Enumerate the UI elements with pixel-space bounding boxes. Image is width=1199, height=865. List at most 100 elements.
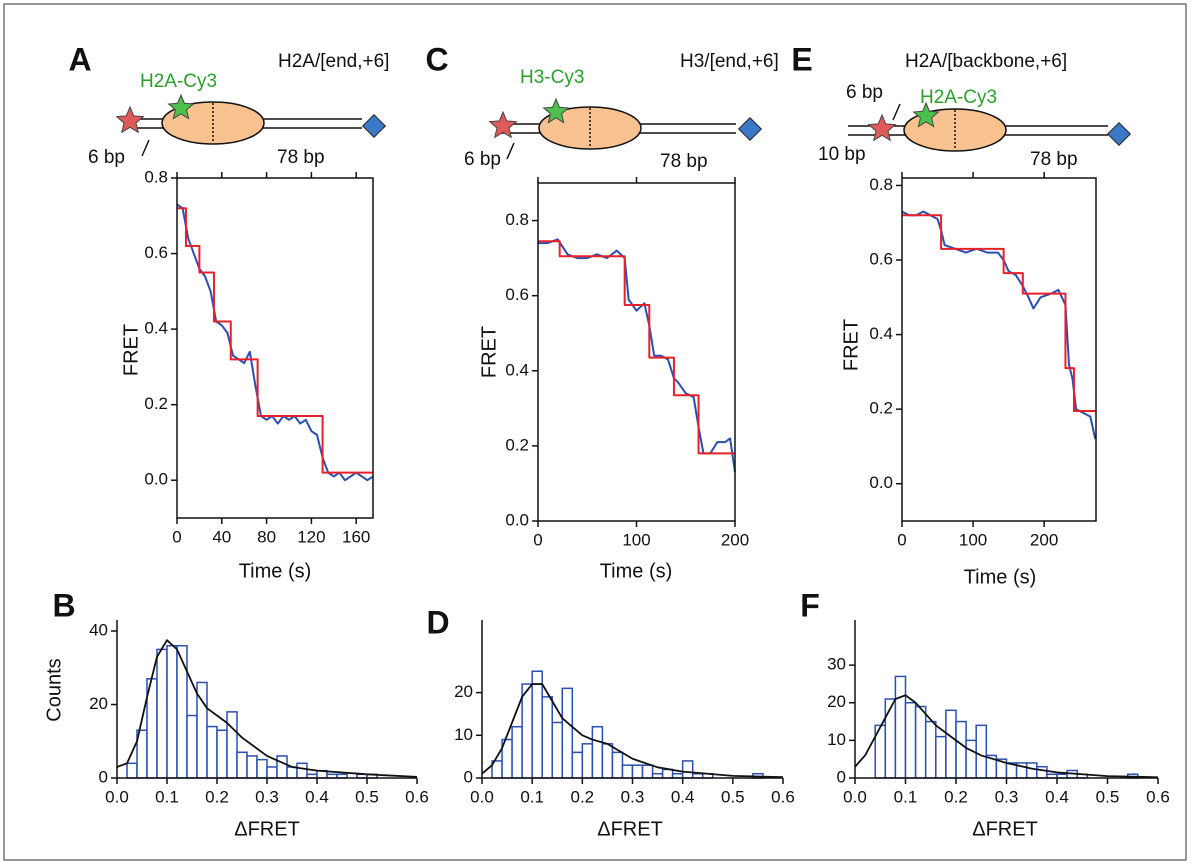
trace: [902, 214, 1096, 413]
x-tick-label: 0.4: [671, 787, 695, 806]
x-tick-label: 0.2: [944, 787, 968, 806]
x-tick-label: 100: [622, 530, 650, 549]
bar: [611, 751, 624, 779]
bar: [511, 726, 523, 779]
y-tick-label: 10: [827, 730, 846, 749]
y-axis-label: FRET: [478, 326, 500, 378]
panel-label: E: [791, 41, 812, 77]
panel-label: A: [68, 41, 91, 77]
x-tick-label: 0.3: [255, 787, 279, 806]
biotin-diamond: [1106, 121, 1132, 147]
trace: [538, 240, 735, 455]
y-tick-label: 0.4: [144, 319, 168, 338]
bp-label: 78 bp: [1030, 149, 1078, 170]
bar: [661, 768, 674, 779]
y-tick-label: 0.0: [869, 473, 893, 492]
dye-label: H2A-Cy3: [140, 71, 217, 92]
dye-label: H3-Cy3: [520, 67, 584, 88]
bar: [975, 724, 988, 779]
x-tick-label: 0.1: [894, 787, 918, 806]
bp-pointer: [892, 103, 901, 121]
bar: [236, 751, 248, 779]
y-tick-label: 0.2: [869, 399, 893, 418]
bar: [551, 721, 564, 779]
bar: [1036, 765, 1048, 779]
x-tick-label: 200: [1030, 530, 1058, 549]
x-axis-label: ΔFRET: [597, 818, 663, 840]
x-tick-label: 0: [897, 530, 906, 549]
bar: [206, 725, 218, 779]
plot-frame: [537, 182, 736, 522]
bar: [965, 739, 977, 779]
y-tick-label: 0: [837, 767, 846, 786]
trace: [177, 207, 373, 474]
x-tick-label: 0: [533, 530, 542, 549]
x-tick-label: 0.4: [305, 787, 329, 806]
x-tick-label: 0.3: [995, 787, 1019, 806]
bar: [591, 726, 604, 779]
biotin-diamond: [737, 116, 763, 142]
x-tick-label: 0.1: [155, 787, 179, 806]
bar: [216, 729, 228, 779]
x-tick-label: 160: [342, 527, 370, 546]
bar: [904, 702, 917, 779]
bar: [166, 644, 178, 779]
y-tick-label: 0.6: [144, 243, 168, 262]
y-tick-label: 20: [89, 694, 108, 713]
y-tick-label: 0.8: [505, 210, 529, 229]
fit-curve: [854, 694, 1159, 779]
bp-pointer: [141, 139, 150, 157]
x-tick-label: 0.6: [771, 787, 795, 806]
x-axis-label: Time (s): [600, 560, 673, 582]
bp-label: 6 bp: [846, 82, 883, 103]
y-axis-label: Counts: [43, 658, 65, 721]
x-tick-label: 200: [721, 530, 749, 549]
bar: [1025, 762, 1038, 779]
x-tick-label: 0.2: [571, 787, 595, 806]
panel-label: B: [52, 587, 75, 623]
y-tick-label: 10: [454, 725, 473, 744]
bar: [276, 755, 288, 779]
x-tick-label: 0.6: [405, 787, 429, 806]
bp-label: 78 bp: [660, 151, 708, 172]
y-tick-label: 0.4: [505, 360, 529, 379]
x-tick-label: 80: [257, 527, 276, 546]
y-tick-label: 0.0: [505, 510, 529, 529]
y-tick-label: 0: [464, 767, 473, 786]
x-tick-label: 0.0: [105, 787, 129, 806]
y-tick-label: 20: [827, 692, 846, 711]
x-axis-label: ΔFRET: [234, 818, 300, 840]
x-tick-label: 0.1: [520, 787, 544, 806]
y-tick-label: 30: [827, 655, 846, 674]
x-tick-label: 0.0: [843, 787, 867, 806]
plot-frame: [176, 177, 374, 519]
bar: [955, 720, 967, 779]
x-tick-label: 0.0: [470, 787, 494, 806]
x-tick-label: 40: [212, 527, 231, 546]
x-tick-label: 100: [959, 530, 987, 549]
bar: [945, 709, 957, 779]
plot-frame: [901, 177, 1097, 522]
x-axis-label: Time (s): [239, 560, 312, 582]
y-tick-label: 0.8: [144, 167, 168, 186]
trace: [901, 210, 1097, 440]
x-tick-label: 0.2: [205, 787, 229, 806]
y-tick-label: 20: [454, 682, 473, 701]
bar: [521, 683, 533, 779]
acceptor-star: [115, 105, 145, 134]
construct-title: H2A/[backbone,+6]: [905, 51, 1067, 72]
bar: [156, 648, 168, 779]
x-tick-label: 120: [297, 527, 325, 546]
x-tick-label: 0.5: [721, 787, 745, 806]
bar: [256, 758, 268, 779]
construct-title: H3/[end,+6]: [680, 51, 779, 72]
y-tick-label: 40: [89, 621, 108, 640]
trace: [538, 238, 736, 473]
biotin-diamond: [361, 113, 387, 139]
bar: [541, 696, 553, 779]
bar: [924, 720, 937, 779]
bar: [246, 755, 258, 779]
bar: [176, 644, 188, 779]
y-tick-label: 0.2: [144, 394, 168, 413]
